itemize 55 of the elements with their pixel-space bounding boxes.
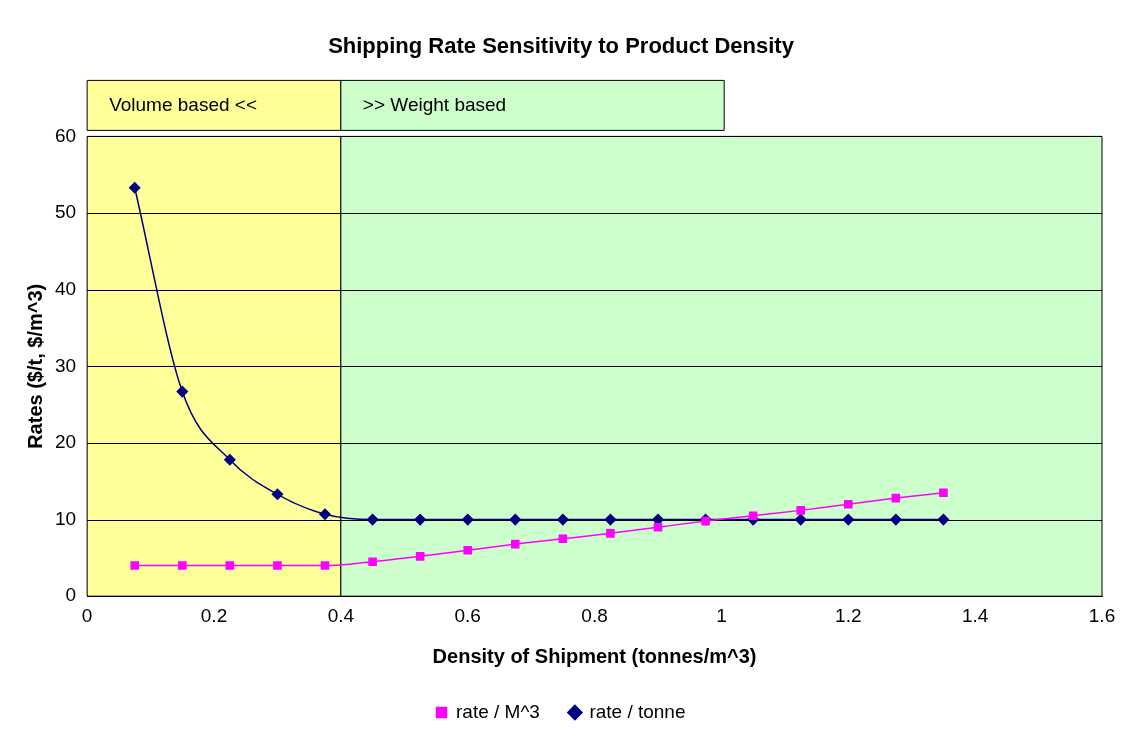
- chart-title: Shipping Rate Sensitivity to Product Density: [328, 33, 795, 59]
- x-tick-label: 1.2: [835, 604, 862, 626]
- point: [794, 513, 807, 526]
- point: [463, 545, 472, 555]
- x-tick-label: 0.4: [327, 604, 355, 626]
- point: [511, 539, 520, 549]
- legend-label: rate / M^3: [456, 700, 540, 722]
- x-tick-label: 1: [716, 604, 727, 626]
- legend-label: rate / tonne: [589, 700, 686, 722]
- y-axis-title: Rates ($/t, $/m^3): [23, 283, 46, 449]
- y-tick-label: 10: [54, 507, 77, 529]
- x-axis-title: Density of Shipment (tonnes/m^3): [432, 644, 757, 667]
- point: [320, 561, 330, 570]
- point: [130, 561, 139, 570]
- x-tick-label: 1.4: [961, 604, 989, 626]
- point: [224, 454, 236, 466]
- point: [937, 513, 950, 526]
- y-tick-label: 20: [54, 431, 77, 453]
- point: [939, 488, 948, 498]
- point: [176, 385, 189, 398]
- band-label: >> Weight based: [362, 93, 507, 115]
- point: [844, 499, 853, 509]
- point: [225, 561, 235, 570]
- point: [368, 557, 377, 566]
- point: [558, 534, 568, 544]
- point: [604, 513, 617, 526]
- point: [273, 561, 282, 570]
- point: [509, 513, 522, 526]
- point: [414, 513, 426, 526]
- point: [415, 552, 425, 561]
- point: [606, 529, 615, 538]
- point: [319, 508, 331, 520]
- point: [890, 513, 902, 526]
- x-tick-label: 0.8: [581, 604, 608, 626]
- point: [177, 561, 187, 570]
- point: [796, 506, 805, 515]
- y-tick-label: 40: [54, 277, 77, 299]
- y-tick-label: 0: [65, 584, 77, 606]
- band-label: Volume based <<: [109, 93, 258, 115]
- x-tick-label: 1.6: [1088, 604, 1116, 626]
- x-tick-label: 0.6: [454, 604, 481, 626]
- x-tick-label: 0: [81, 604, 93, 626]
- point: [271, 488, 284, 501]
- point: [653, 522, 663, 532]
- point: [366, 513, 379, 526]
- y-tick-label: 60: [54, 124, 77, 146]
- point: [748, 511, 758, 521]
- point: [128, 181, 141, 194]
- point: [461, 513, 474, 526]
- point: [842, 513, 855, 526]
- point: [891, 493, 901, 503]
- point: [557, 513, 569, 526]
- y-tick-label: 50: [54, 201, 77, 223]
- x-tick-label: 0.2: [200, 604, 228, 626]
- y-tick-label: 30: [54, 354, 77, 376]
